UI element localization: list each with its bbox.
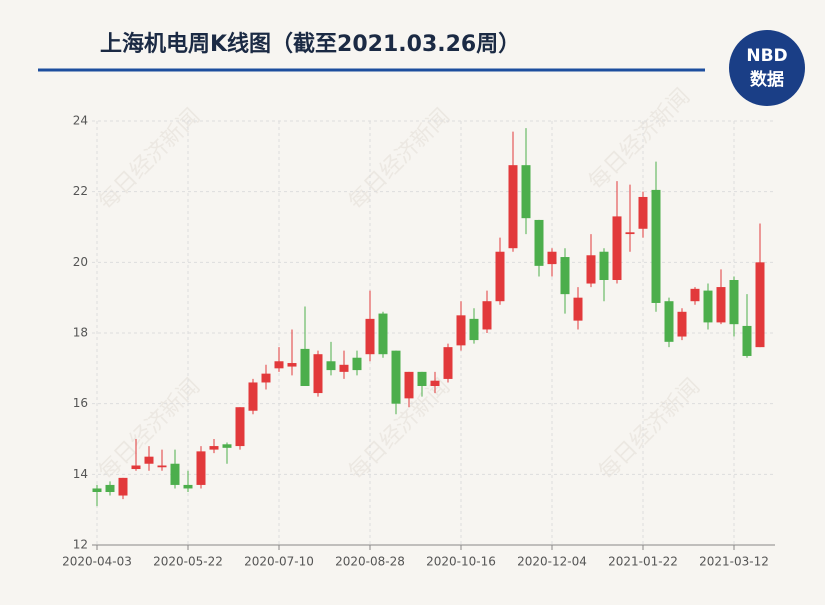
y-tick-label: 20 xyxy=(73,255,88,269)
candle-body xyxy=(313,354,323,394)
y-tick-label: 22 xyxy=(73,184,88,198)
y-tick-label: 18 xyxy=(73,326,88,340)
candle-body xyxy=(625,232,635,235)
candle-body xyxy=(144,456,154,464)
x-tick-label: 2020-12-04 xyxy=(517,555,587,569)
candle-body xyxy=(352,357,362,371)
candle-body xyxy=(118,477,128,496)
candle-body xyxy=(287,363,297,367)
candle-body xyxy=(196,451,206,485)
candle-body xyxy=(534,219,544,266)
candle-body xyxy=(599,251,609,280)
candle-body xyxy=(690,288,700,302)
candle-body xyxy=(157,465,167,468)
candle-body xyxy=(300,348,310,386)
candle-body xyxy=(365,318,375,355)
watermark: 每日经济新闻 xyxy=(594,374,705,485)
candle-body xyxy=(274,361,284,369)
watermark: 每日经济新闻 xyxy=(94,374,205,485)
y-tick-label: 12 xyxy=(73,538,88,552)
candle-body xyxy=(183,484,193,489)
candle-body xyxy=(92,488,102,492)
candle-body xyxy=(729,280,739,325)
candle-body xyxy=(105,484,115,492)
candle-body xyxy=(495,251,505,302)
candle-body xyxy=(742,325,752,356)
candle-body xyxy=(677,311,687,337)
candle-body xyxy=(430,380,440,386)
chart-title: 上海机电周K线图（截至2021.03.26周） xyxy=(100,31,520,57)
y-tick-label: 16 xyxy=(73,396,88,410)
x-tick-label: 2021-03-12 xyxy=(699,555,769,569)
y-tick-label: 14 xyxy=(73,467,88,481)
candle-body xyxy=(456,315,466,346)
candle-body xyxy=(378,313,388,355)
candle-body xyxy=(664,301,674,342)
candle-body xyxy=(417,371,427,386)
candle-body xyxy=(586,255,596,284)
candle-body xyxy=(261,373,271,383)
candle-body xyxy=(573,297,583,321)
logo-bottom: 数据 xyxy=(750,69,784,90)
x-tick-label: 2020-04-03 xyxy=(62,555,132,569)
candle-body xyxy=(326,361,336,371)
candle-body xyxy=(222,444,232,448)
candle-body xyxy=(235,407,245,447)
candle-body xyxy=(521,165,531,219)
candle-body xyxy=(339,364,349,372)
x-tick-label: 2020-10-16 xyxy=(426,555,496,569)
logo-top: NBD xyxy=(746,46,787,66)
watermark: 每日经济新闻 xyxy=(584,84,695,195)
candle-body xyxy=(443,347,453,379)
logo-circle xyxy=(729,30,805,106)
candle-body xyxy=(755,262,765,348)
candle-body xyxy=(391,350,401,404)
candle-body xyxy=(248,382,258,411)
candle-body xyxy=(716,287,726,323)
candle-body xyxy=(404,371,414,399)
candle-body xyxy=(508,165,518,249)
candle-body xyxy=(547,251,557,265)
candle-body xyxy=(131,465,141,470)
candle-body xyxy=(703,290,713,323)
candle-body xyxy=(482,301,492,330)
x-tick-label: 2020-08-28 xyxy=(335,555,405,569)
candle-body xyxy=(469,318,479,341)
y-tick-label: 24 xyxy=(73,114,88,128)
candle-body xyxy=(651,189,661,303)
x-tick-label: 2020-07-10 xyxy=(244,555,314,569)
candle-body xyxy=(170,463,180,485)
candle-body xyxy=(560,257,570,295)
x-tick-label: 2020-05-22 xyxy=(153,555,223,569)
x-tick-label: 2021-01-22 xyxy=(608,555,678,569)
candle-body xyxy=(638,196,648,229)
candle-body xyxy=(209,446,219,450)
candle-body xyxy=(612,216,622,280)
